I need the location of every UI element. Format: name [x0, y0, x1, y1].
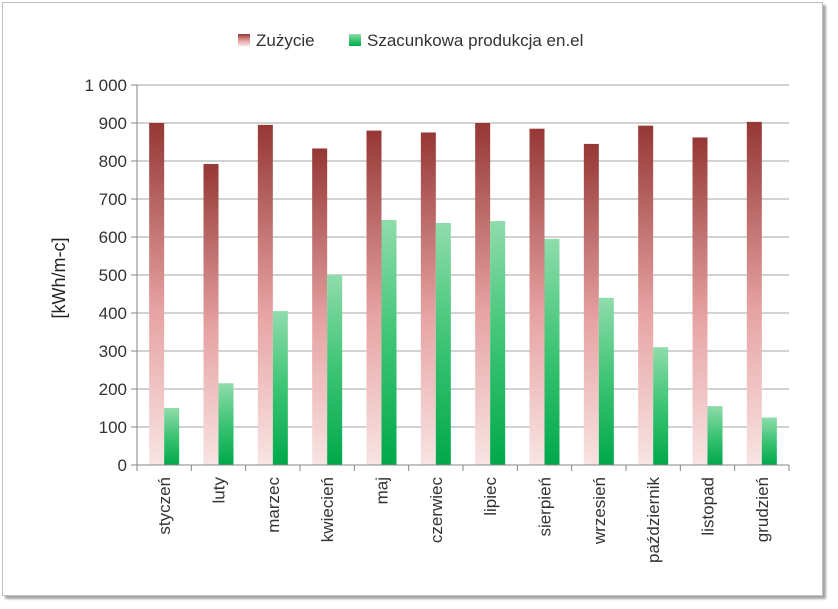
bar-zuzycie	[149, 123, 165, 465]
x-tick-label: październik	[644, 477, 663, 563]
y-tick-label: 500	[99, 266, 127, 285]
y-tick-label: 600	[99, 228, 127, 247]
legend: Zużycie Szacunkowa produkcja en.el	[238, 31, 583, 50]
bar-zuzycie	[583, 143, 599, 465]
x-tick-label: styczeń	[155, 477, 174, 535]
legend-label-produkcja: Szacunkowa produkcja en.el	[367, 31, 583, 50]
bar-zuzycie	[475, 123, 491, 465]
y-tick-label: 100	[99, 418, 127, 437]
y-tick-label: 1 000	[84, 76, 127, 95]
bar-produkcja	[544, 238, 560, 465]
bar-produkcja	[272, 311, 288, 465]
bar-produkcja	[761, 417, 777, 465]
x-tick-label: grudzień	[753, 477, 772, 542]
x-tick-label: luty	[210, 477, 229, 504]
bar-produkcja	[653, 347, 669, 465]
legend-swatch-produkcja	[349, 34, 361, 46]
legend-swatch-zuzycie	[238, 34, 250, 46]
bar-produkcja	[598, 297, 614, 465]
bar-produkcja	[435, 222, 451, 465]
y-tick-label: 200	[99, 380, 127, 399]
x-tick-label: marzec	[264, 477, 283, 533]
bar-produkcja	[707, 406, 723, 465]
bar-chart: Zużycie Szacunkowa produkcja en.el [kWh/…	[49, 31, 790, 563]
bar-produkcja	[164, 408, 180, 465]
y-tick-label: 0	[118, 456, 127, 475]
x-tick-label: lipiec	[481, 477, 500, 516]
y-tick-label: 900	[99, 114, 127, 133]
bar-zuzycie	[529, 128, 545, 465]
bar-produkcja	[327, 275, 343, 465]
bar-zuzycie	[420, 132, 436, 465]
y-axis-label: [kWh/m-c]	[49, 238, 69, 319]
bar-zuzycie	[746, 121, 762, 466]
bar-zuzycie	[366, 130, 382, 465]
legend-label-zuzycie: Zużycie	[256, 31, 315, 50]
bar-zuzycie	[312, 148, 328, 465]
x-tick-label: sierpień	[536, 477, 555, 537]
bar-produkcja	[381, 219, 397, 465]
x-tick-label: maj	[373, 477, 392, 504]
x-tick-label: listopad	[699, 477, 718, 536]
y-tick-label: 300	[99, 342, 127, 361]
bar-zuzycie	[692, 137, 708, 465]
x-tick-label: kwiecień	[318, 477, 337, 542]
y-tick-label: 800	[99, 152, 127, 171]
x-tick-label: czerwiec	[427, 477, 446, 544]
chart-frame: Zużycie Szacunkowa produkcja en.el [kWh/…	[2, 2, 823, 596]
bar-produkcja	[218, 383, 234, 465]
x-tick-label: wrzesień	[590, 477, 609, 545]
bar-produkcja	[490, 221, 506, 465]
bar-zuzycie	[638, 125, 654, 465]
bar-zuzycie	[203, 164, 219, 466]
y-tick-label: 700	[99, 190, 127, 209]
y-tick-label: 400	[99, 304, 127, 323]
bar-zuzycie	[257, 124, 273, 466]
